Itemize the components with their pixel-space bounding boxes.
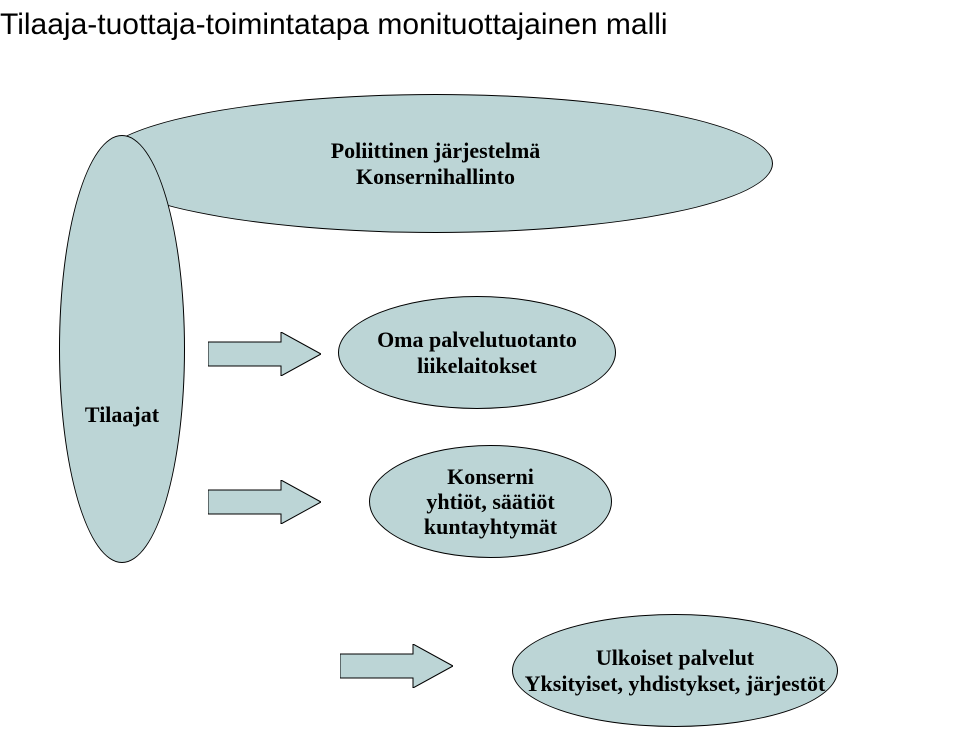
arrow-icon	[340, 644, 453, 688]
node-konserni: Konserni yhtiöt, säätiöt kuntayhtymät	[369, 445, 612, 558]
node-poliittinen-line1: Poliittinen järjestelmä	[331, 138, 541, 163]
diagram-canvas: Tilaaja-tuottaja-toimintatapa monituotta…	[0, 0, 960, 742]
node-konserni-line2: yhtiöt, säätiöt	[426, 489, 554, 514]
node-konserni-line1: Konserni	[447, 464, 534, 489]
arrow-icon	[208, 332, 321, 376]
node-konserni-line3: kuntayhtymät	[424, 514, 557, 539]
node-tilaajat-label: Tilaajat	[85, 402, 159, 427]
node-ulkoiset-line2: Yksityiset, yhdistykset, järjestöt	[525, 671, 826, 696]
node-ulkoiset: Ulkoiset palvelut Yksityiset, yhdistykse…	[512, 614, 838, 727]
page-title: Tilaaja-tuottaja-toimintatapa monituotta…	[0, 8, 668, 42]
node-poliittinen: Poliittinen järjestelmä Konsernihallinto	[98, 94, 773, 233]
node-tilaajat: Tilaajat	[59, 135, 185, 563]
node-oma: Oma palvelutuotanto liikelaitokset	[338, 296, 616, 409]
arrow-icon	[208, 480, 321, 524]
node-ulkoiset-line1: Ulkoiset palvelut	[596, 645, 754, 670]
node-poliittinen-line2: Konsernihallinto	[356, 164, 515, 189]
node-oma-line1: Oma palvelutuotanto	[377, 327, 577, 352]
node-oma-line2: liikelaitokset	[417, 353, 537, 378]
